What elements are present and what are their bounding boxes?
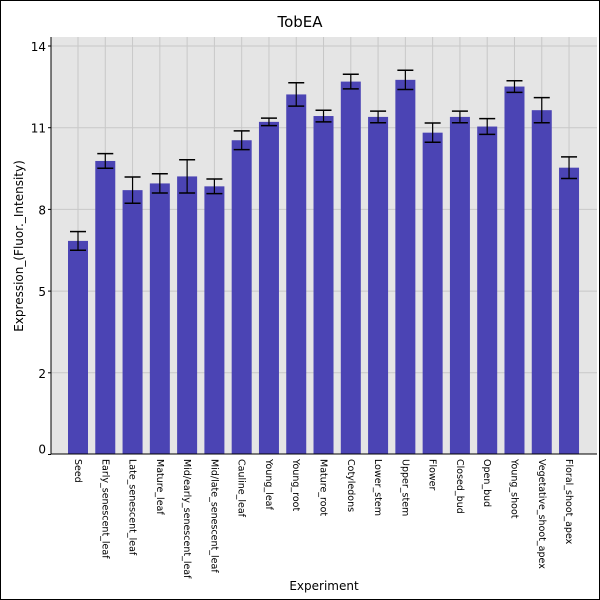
bar xyxy=(531,110,552,455)
x-tick-label: Seed xyxy=(72,459,83,483)
bar xyxy=(122,190,143,455)
x-tick-label: Mid/early_senescent_leaf xyxy=(181,459,192,579)
bar xyxy=(95,160,116,455)
y-tick-label: 2 xyxy=(38,367,46,381)
bar xyxy=(477,126,498,455)
bar xyxy=(395,79,416,455)
x-tick-label: Cotyledons xyxy=(345,459,356,512)
x-tick-label: Lower_stem xyxy=(372,459,383,516)
bar xyxy=(368,116,389,455)
y-axis-label: Expression_(Fluor._Intensity) xyxy=(12,160,26,332)
bar xyxy=(258,121,279,455)
y-tick-label: 8 xyxy=(38,203,46,217)
x-tick-label: Mid/late_senescent_leaf xyxy=(208,459,219,573)
y-tick-label: 11 xyxy=(31,122,46,136)
bar xyxy=(340,81,361,455)
bar xyxy=(177,176,198,455)
bar xyxy=(149,183,170,455)
chart-title: TobEA xyxy=(276,13,323,31)
bar xyxy=(231,140,252,455)
x-tick-label: Mature_root xyxy=(318,459,329,516)
bar xyxy=(204,186,225,455)
x-tick-label: Vegetative_shoot_apex xyxy=(536,459,547,569)
x-tick-label: Young_leaf xyxy=(263,458,274,510)
y-tick-label: 5 xyxy=(38,285,46,299)
x-axis-label: Experiment xyxy=(289,579,359,593)
x-tick-label: Closed_bud xyxy=(454,459,465,514)
x-tick-label: Young_root xyxy=(290,458,301,511)
x-tick-label: Flower xyxy=(427,459,438,491)
bar xyxy=(286,94,307,455)
bar xyxy=(68,240,88,455)
bar xyxy=(504,86,525,455)
x-tick-label: Young_shoot xyxy=(508,458,519,519)
y-tick-label: 14 xyxy=(31,40,46,54)
x-tick-label: Cauline_leaf xyxy=(236,459,247,518)
bar xyxy=(449,116,470,455)
x-tick-label: Late_senescent_leaf xyxy=(127,459,138,556)
x-tick-label: Early_senescent_leaf xyxy=(99,459,110,559)
bar xyxy=(313,116,334,455)
x-tick-label: Mature_leaf xyxy=(154,459,165,515)
bar xyxy=(559,167,580,455)
bar xyxy=(422,132,443,455)
y-tick-label: 0 xyxy=(38,443,46,457)
x-tick-label: Floral_shoot_apex xyxy=(563,459,574,545)
x-tick-label: Upper_stem xyxy=(399,459,410,516)
x-tick-label: Open_bud xyxy=(481,459,492,507)
